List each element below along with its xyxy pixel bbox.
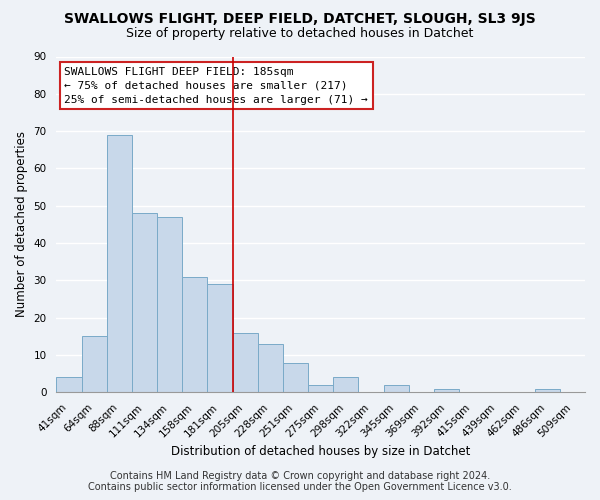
Bar xyxy=(308,385,333,392)
Bar xyxy=(132,213,157,392)
Bar xyxy=(56,378,82,392)
Text: SWALLOWS FLIGHT, DEEP FIELD, DATCHET, SLOUGH, SL3 9JS: SWALLOWS FLIGHT, DEEP FIELD, DATCHET, SL… xyxy=(64,12,536,26)
Bar xyxy=(535,388,560,392)
Bar xyxy=(283,362,308,392)
Bar xyxy=(333,378,358,392)
Text: Contains HM Land Registry data © Crown copyright and database right 2024.
Contai: Contains HM Land Registry data © Crown c… xyxy=(88,471,512,492)
Bar xyxy=(233,332,258,392)
Bar xyxy=(182,276,208,392)
Text: Size of property relative to detached houses in Datchet: Size of property relative to detached ho… xyxy=(127,28,473,40)
Bar xyxy=(383,385,409,392)
Text: SWALLOWS FLIGHT DEEP FIELD: 185sqm
← 75% of detached houses are smaller (217)
25: SWALLOWS FLIGHT DEEP FIELD: 185sqm ← 75%… xyxy=(64,66,368,104)
Bar xyxy=(258,344,283,393)
Bar xyxy=(157,217,182,392)
Bar xyxy=(107,135,132,392)
Bar xyxy=(82,336,107,392)
Bar xyxy=(208,284,233,393)
X-axis label: Distribution of detached houses by size in Datchet: Distribution of detached houses by size … xyxy=(171,444,470,458)
Y-axis label: Number of detached properties: Number of detached properties xyxy=(15,132,28,318)
Bar xyxy=(434,388,459,392)
